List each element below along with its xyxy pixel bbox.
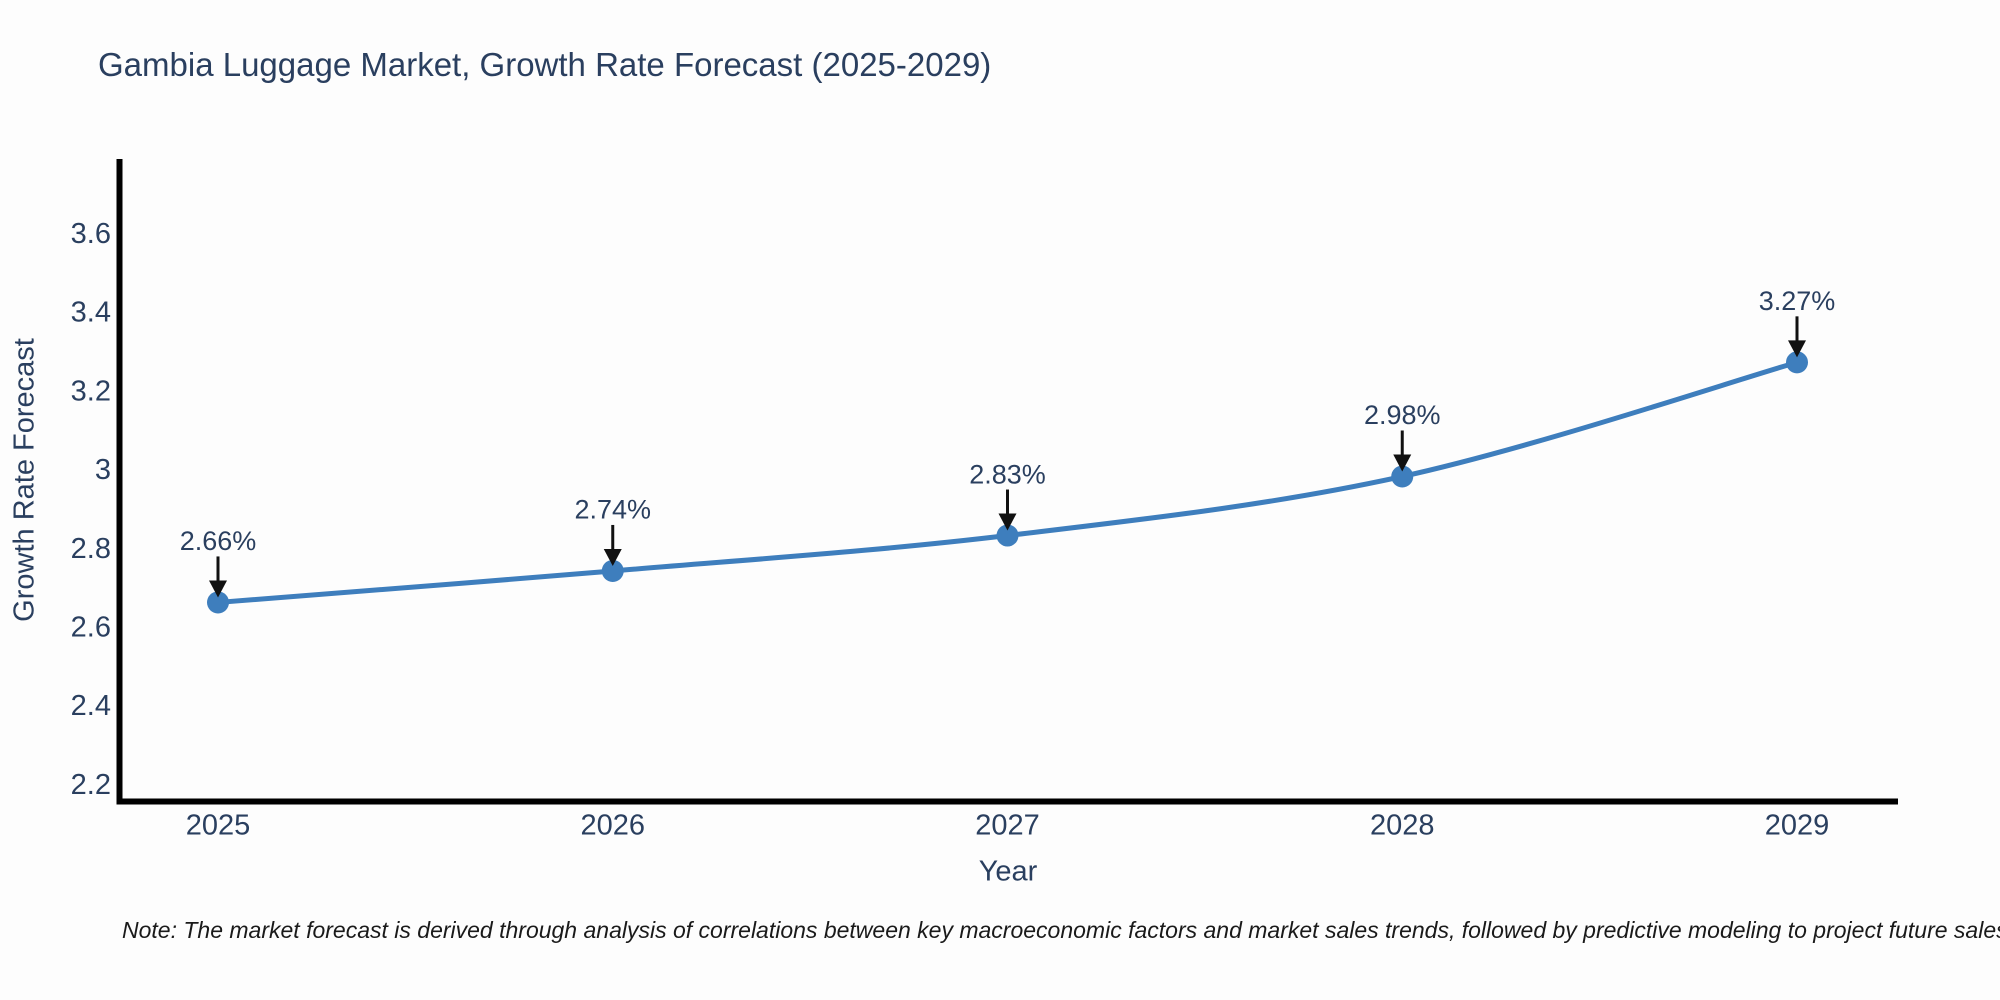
point-value-label: 2.74% (574, 495, 651, 525)
y-tick-label: 2.8 (71, 533, 111, 565)
y-tick-label: 2.6 (71, 612, 111, 644)
y-tick-label: 3.6 (71, 218, 111, 250)
annotation-arrowhead-icon (1393, 454, 1412, 472)
data-point[interactable] (601, 559, 624, 582)
point-value-label: 2.98% (1364, 400, 1441, 430)
y-tick-label: 2.4 (71, 690, 111, 722)
x-tick-label: 2025 (186, 809, 251, 841)
data-point[interactable] (996, 524, 1019, 547)
point-value-label: 2.83% (969, 459, 1046, 489)
y-tick-label: 3 (95, 454, 111, 486)
y-tick-label: 2.2 (71, 769, 111, 801)
x-axis-title: Year (978, 855, 1038, 888)
data-point[interactable] (1786, 351, 1808, 374)
x-tick-label: 2029 (1765, 809, 1830, 841)
annotation-arrowhead-icon (209, 580, 227, 598)
x-tick-label: 2027 (975, 809, 1040, 841)
point-value-label: 2.66% (180, 526, 257, 556)
chart-title: Gambia Luggage Market, Growth Rate Forec… (98, 46, 992, 83)
x-tick-label: 2028 (1370, 809, 1435, 841)
annotation-arrowhead-icon (1788, 340, 1806, 358)
x-tick-label: 2026 (580, 809, 645, 841)
annotation-arrowhead-icon (998, 513, 1017, 531)
data-point[interactable] (207, 591, 229, 614)
y-tick-label: 3.2 (71, 375, 111, 407)
annotation-arrowhead-icon (603, 548, 622, 566)
y-tick-label: 3.4 (71, 297, 111, 329)
footnote: Note: The market forecast is derived thr… (122, 917, 2000, 943)
data-point[interactable] (1391, 465, 1414, 488)
point-value-label: 3.27% (1759, 286, 1836, 316)
plot-area[interactable] (119, 159, 1899, 802)
